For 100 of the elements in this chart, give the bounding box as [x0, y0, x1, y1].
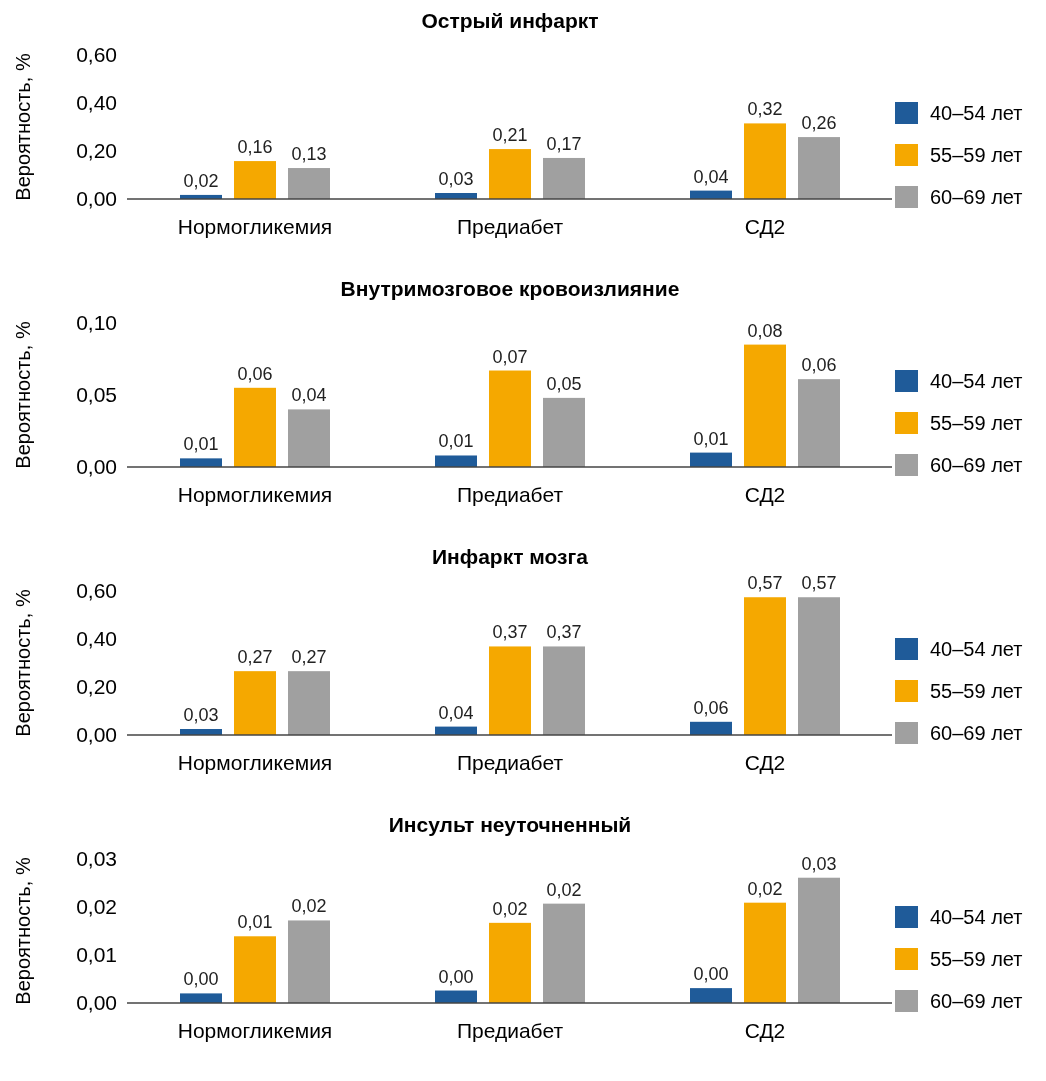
- x-tick-label: Нормогликемия: [177, 1019, 333, 1042]
- legend-label: 55–59 лет: [930, 412, 1023, 434]
- legend-label: 55–59 лет: [930, 948, 1023, 970]
- bar: [798, 597, 840, 735]
- bar: [744, 344, 786, 467]
- y-tick-label: 0,05: [76, 383, 117, 407]
- data-label: 0,02: [747, 878, 783, 899]
- y-tick-label: 0,10: [76, 311, 117, 335]
- y-tick-label: 0,60: [76, 43, 117, 67]
- data-label: 0,06: [693, 697, 729, 718]
- legend-label: 55–59 лет: [930, 680, 1023, 702]
- data-label: 0,05: [546, 373, 582, 394]
- bar: [180, 993, 222, 1003]
- legend-label: 40–54 лет: [930, 638, 1023, 660]
- data-label: 0,27: [237, 647, 273, 668]
- bar: [435, 455, 477, 467]
- bar: [543, 646, 585, 735]
- y-axis-title: Вероятность, %: [12, 53, 34, 201]
- data-label: 0,04: [693, 166, 729, 187]
- data-label: 0,00: [438, 966, 474, 987]
- y-tick-label: 0,01: [76, 943, 117, 967]
- bar: [690, 721, 732, 735]
- y-tick-label: 0,00: [76, 187, 117, 211]
- data-label: 0,01: [438, 431, 474, 452]
- bar: [690, 452, 732, 467]
- y-tick-label: 0,00: [76, 455, 117, 479]
- x-tick-label: СД2: [744, 1019, 786, 1042]
- data-label: 0,26: [801, 113, 837, 134]
- chart-title: Внутримозговое кровоизлияние: [340, 277, 680, 300]
- y-tick-label: 0,02: [76, 895, 117, 919]
- bar: [288, 409, 330, 467]
- bar: [180, 458, 222, 467]
- data-label: 0,27: [291, 647, 327, 668]
- bar: [489, 149, 531, 199]
- data-label: 0,02: [291, 896, 327, 917]
- legend-label: 60–69 лет: [930, 186, 1023, 208]
- bar: [288, 671, 330, 735]
- data-label: 0,00: [183, 969, 219, 990]
- data-label: 0,01: [693, 428, 729, 449]
- bar: [489, 922, 531, 1003]
- x-tick-label: Предиабет: [456, 215, 564, 238]
- y-tick-label: 0,03: [76, 847, 117, 871]
- x-tick-label: Предиабет: [456, 1019, 564, 1042]
- y-tick-label: 0,00: [76, 991, 117, 1015]
- data-label: 0,16: [237, 137, 273, 158]
- data-label: 0,06: [237, 363, 273, 384]
- x-tick-label: СД2: [744, 215, 786, 238]
- legend-label: 60–69 лет: [930, 990, 1023, 1012]
- y-tick-label: 0,40: [76, 627, 117, 651]
- data-label: 0,08: [747, 320, 783, 341]
- data-label: 0,57: [747, 573, 783, 594]
- data-label: 0,57: [801, 573, 837, 594]
- data-label: 0,07: [492, 346, 528, 367]
- legend-label: 55–59 лет: [930, 144, 1023, 166]
- bar: [288, 168, 330, 199]
- bar: [744, 123, 786, 199]
- x-tick-label: Предиабет: [456, 751, 564, 774]
- bar: [489, 370, 531, 467]
- data-label: 0,37: [492, 622, 528, 643]
- legend-label: 40–54 лет: [930, 102, 1023, 124]
- legend-label: 60–69 лет: [930, 454, 1023, 476]
- data-label: 0,32: [747, 99, 783, 120]
- data-label: 0,02: [546, 879, 582, 900]
- legend-label: 60–69 лет: [930, 722, 1023, 744]
- x-tick-label: Предиабет: [456, 483, 564, 506]
- data-label: 0,37: [546, 622, 582, 643]
- x-tick-label: Нормогликемия: [177, 751, 333, 774]
- y-axis-title: Вероятность, %: [12, 589, 34, 737]
- bar: [234, 161, 276, 199]
- bar: [744, 902, 786, 1003]
- data-label: 0,01: [183, 434, 219, 455]
- data-label: 0,17: [546, 133, 582, 154]
- data-label: 0,13: [291, 144, 327, 165]
- bar: [234, 387, 276, 467]
- y-tick-label: 0,00: [76, 723, 117, 747]
- data-label: 0,06: [801, 355, 837, 376]
- data-label: 0,02: [183, 170, 219, 191]
- data-label: 0,04: [291, 385, 327, 406]
- bar: [489, 646, 531, 735]
- y-tick-label: 0,60: [76, 579, 117, 603]
- x-tick-label: СД2: [744, 751, 786, 774]
- y-axis-title: Вероятность, %: [12, 321, 34, 469]
- data-label: 0,02: [492, 898, 528, 919]
- x-tick-label: СД2: [744, 483, 786, 506]
- data-label: 0,03: [801, 853, 837, 874]
- bar: [234, 671, 276, 735]
- y-tick-label: 0,20: [76, 139, 117, 163]
- x-tick-label: Нормогликемия: [177, 215, 333, 238]
- bar: [690, 988, 732, 1003]
- y-tick-label: 0,20: [76, 675, 117, 699]
- data-label: 0,00: [693, 964, 729, 985]
- bar: [744, 597, 786, 735]
- bar: [543, 157, 585, 199]
- chart-title: Инсульт неуточненный: [388, 813, 632, 836]
- bar: [798, 137, 840, 199]
- x-tick-label: Нормогликемия: [177, 483, 333, 506]
- y-axis-title: Вероятность, %: [12, 857, 34, 1005]
- legend-label: 40–54 лет: [930, 906, 1023, 928]
- data-label: 0,03: [183, 705, 219, 725]
- bar: [234, 936, 276, 1003]
